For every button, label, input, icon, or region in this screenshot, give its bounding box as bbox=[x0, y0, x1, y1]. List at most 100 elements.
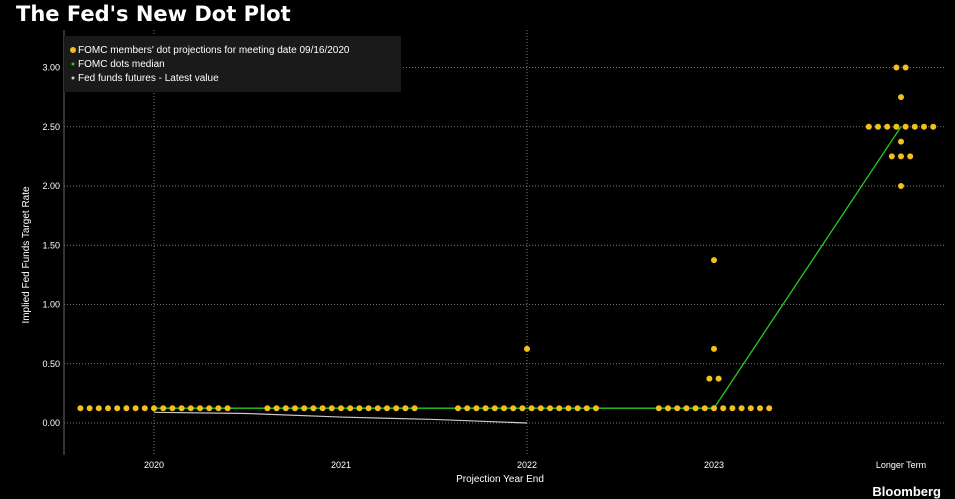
projection-dot bbox=[338, 405, 344, 412]
projection-dot bbox=[738, 405, 745, 412]
projection-dot bbox=[888, 153, 895, 160]
projection-dot bbox=[898, 183, 904, 189]
projection-dot bbox=[215, 405, 222, 412]
projection-dot bbox=[402, 405, 409, 412]
projection-dot bbox=[902, 123, 909, 130]
projection-dot bbox=[374, 405, 381, 412]
brand-logo: Bloomberg bbox=[872, 484, 941, 499]
projection-dot bbox=[711, 345, 717, 352]
projection-dot bbox=[411, 405, 418, 412]
projection-dot bbox=[655, 405, 662, 412]
projection-dot bbox=[865, 123, 872, 130]
projection-dot bbox=[473, 405, 480, 412]
projection-dot bbox=[464, 405, 471, 412]
projection-dot bbox=[187, 405, 194, 412]
series-lines bbox=[153, 126, 902, 424]
y-axis: 0.00 0.50 1.00 1.50 2.00 2.50 3.00 bbox=[42, 30, 65, 455]
projection-dot bbox=[893, 64, 900, 71]
x-tick-label: 2023 bbox=[704, 460, 724, 470]
projection-dot bbox=[132, 405, 139, 412]
projection-dot bbox=[123, 405, 130, 412]
projection-dot bbox=[674, 405, 681, 412]
x-axis: 2020 2021 2022 2023 Longer Term bbox=[144, 460, 926, 470]
projection-dot bbox=[482, 405, 489, 412]
projection-dot bbox=[898, 153, 904, 160]
projection-dot bbox=[528, 405, 535, 412]
projection-dot bbox=[898, 94, 904, 101]
projection-dot bbox=[715, 375, 722, 382]
projection-dot bbox=[711, 405, 717, 412]
y-tick-label: 0.50 bbox=[42, 359, 60, 369]
projection-dot bbox=[565, 405, 572, 412]
projection-dot bbox=[393, 405, 400, 412]
legend-dot-marker bbox=[70, 47, 76, 53]
y-tick-label: 1.50 bbox=[42, 240, 60, 250]
projection-dot bbox=[711, 257, 717, 264]
futures-line bbox=[153, 411, 528, 424]
projection-dot bbox=[292, 405, 298, 412]
y-tick-label: 0.00 bbox=[42, 418, 60, 428]
projection-dot bbox=[706, 375, 713, 382]
x-tick-label: Longer Term bbox=[876, 460, 926, 470]
y-axis-label: Implied Fed Funds Target Rate bbox=[21, 186, 32, 324]
projection-dot bbox=[884, 123, 891, 130]
projection-dot bbox=[720, 405, 727, 412]
legend-box bbox=[64, 36, 401, 92]
projection-dot bbox=[692, 405, 699, 412]
projection-dot bbox=[141, 405, 148, 412]
median-line bbox=[154, 126, 902, 409]
projection-dot bbox=[875, 123, 881, 130]
projection-dot bbox=[547, 405, 553, 412]
projection-dot bbox=[197, 405, 203, 412]
projection-dot bbox=[95, 405, 102, 412]
y-tick-label: 1.00 bbox=[42, 300, 60, 310]
projection-dot bbox=[537, 405, 544, 412]
projection-dot bbox=[347, 405, 354, 412]
projection-dot bbox=[701, 405, 708, 412]
x-tick-label: 2020 bbox=[144, 460, 164, 470]
legend-futures-marker bbox=[71, 76, 75, 80]
projection-dot bbox=[86, 405, 93, 412]
x-tick-label: 2022 bbox=[517, 460, 537, 470]
projection-dot bbox=[264, 405, 271, 412]
projection-dot bbox=[77, 405, 84, 412]
projection-dot bbox=[593, 405, 599, 412]
projection-dot bbox=[930, 123, 937, 130]
legend-item-futures: Fed funds futures - Latest value bbox=[78, 73, 219, 84]
projection-dot bbox=[556, 405, 563, 412]
projection-dot bbox=[898, 138, 904, 145]
grid-lines bbox=[64, 30, 945, 455]
projection-dot bbox=[319, 405, 326, 412]
projection-dot bbox=[524, 345, 530, 352]
legend: FOMC members' dot projections for meetin… bbox=[64, 36, 401, 92]
projection-dot bbox=[384, 405, 390, 412]
projection-dot bbox=[224, 405, 231, 412]
projection-dot bbox=[911, 123, 918, 130]
y-tick-label: 3.00 bbox=[42, 63, 60, 73]
projection-dot bbox=[902, 64, 909, 71]
projection-dot bbox=[114, 405, 121, 412]
x-tick-label: 2021 bbox=[331, 460, 351, 470]
projection-dot bbox=[365, 405, 372, 412]
projection-dot bbox=[105, 405, 111, 412]
projection-dot bbox=[683, 405, 690, 412]
legend-item-dots: FOMC members' dot projections for meetin… bbox=[78, 45, 350, 56]
projection-dot bbox=[583, 405, 590, 412]
projection-dot bbox=[747, 405, 754, 412]
projection-dot bbox=[273, 405, 280, 412]
projection-dot bbox=[491, 405, 498, 412]
projection-dot bbox=[921, 123, 927, 130]
y-tick-label: 2.50 bbox=[42, 122, 60, 132]
projection-dot bbox=[501, 405, 507, 412]
projection-dot bbox=[907, 153, 914, 160]
projection-dot bbox=[169, 405, 176, 412]
x-axis-label: Projection Year End bbox=[456, 474, 544, 485]
projection-dot bbox=[356, 405, 363, 412]
projection-dot bbox=[665, 405, 671, 412]
projection-dot bbox=[455, 405, 461, 412]
projection-dot bbox=[766, 405, 773, 412]
projection-dot bbox=[328, 405, 335, 412]
dot-projections bbox=[77, 64, 937, 412]
projection-dot bbox=[160, 405, 167, 412]
